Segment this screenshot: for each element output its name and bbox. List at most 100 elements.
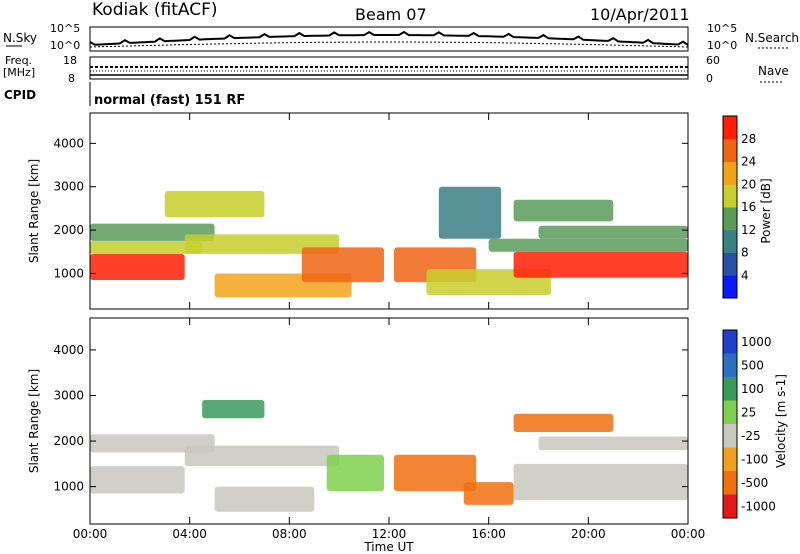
freq-tick-bottom: 8	[68, 72, 75, 85]
velocity-panel: 1000 2000 3000 4000 Slant Range [km] 1000 50…	[27, 317, 788, 525]
power-colorbar: 4 8 12 16 20 24 28	[722, 115, 756, 299]
colorbar-tick-label: 4	[741, 268, 749, 282]
nsearch-tick-top: 10^5	[707, 22, 737, 35]
velocity-data-marks	[90, 400, 688, 512]
x-tick-label: 12:00	[372, 527, 407, 541]
data-band	[184, 234, 340, 254]
y-tick-label: 2000	[53, 434, 84, 448]
colorbar-tick-label: 500	[741, 358, 764, 372]
freq-tick-top: 18	[63, 54, 77, 67]
data-band	[90, 434, 215, 453]
colorbar-tick-label: -100	[741, 452, 768, 466]
colorbar-segment	[723, 330, 737, 354]
data-band	[301, 247, 385, 283]
data-band	[538, 225, 688, 239]
y-tick-label: 3000	[53, 388, 84, 402]
x-axis-ticks: 00:00 04:00 08:00 12:00 16:00 20:00 00:00	[73, 113, 706, 541]
colorbar-tick-label: 100	[741, 382, 764, 396]
x-tick-label: 08:00	[272, 527, 307, 541]
power-y-label: Slant Range [km]	[27, 159, 41, 263]
nave-tick-bottom: 0	[706, 72, 713, 85]
colorbar-segment	[723, 377, 737, 401]
colorbar-segment	[723, 353, 737, 378]
y-tick-label: 3000	[53, 180, 84, 194]
velocity-y-label: Slant Range [km]	[27, 369, 41, 473]
colorbar-segment	[723, 471, 737, 495]
nsearch-tick-bottom: 10^0	[707, 39, 737, 52]
colorbar-segment	[723, 494, 737, 519]
data-band	[488, 238, 688, 252]
colorbar-tick-label: 28	[741, 132, 756, 146]
data-band	[463, 482, 514, 505]
data-band	[438, 186, 502, 239]
data-band	[90, 253, 185, 280]
x-tick-label: 00:00	[671, 527, 706, 541]
cpid-label: CPID	[4, 88, 36, 102]
data-band	[538, 436, 688, 451]
nsky-frame	[89, 26, 689, 52]
colorbar-segment	[723, 161, 737, 185]
nsky-trace	[89, 30, 689, 46]
nsearch-trace	[89, 41, 689, 48]
data-band	[513, 463, 688, 501]
colorbar-segment	[723, 252, 737, 276]
data-band	[214, 486, 315, 512]
y-tick-label: 2000	[53, 223, 84, 237]
power-panel: 1000 2000 3000 4000 Slant Range [km] 4 8 12 16…	[27, 112, 773, 310]
nsky-tick-bottom: 10^0	[50, 39, 80, 52]
data-band	[202, 400, 265, 419]
colorbar-segment	[723, 424, 737, 448]
data-band	[513, 199, 614, 222]
y-tick-label: 1000	[53, 266, 84, 280]
data-band	[184, 445, 340, 467]
x-tick-label: 16:00	[471, 527, 506, 541]
data-band	[164, 191, 265, 218]
y-tick-label: 4000	[53, 136, 84, 150]
colorbar-tick-label: 1000	[741, 335, 772, 349]
y-tick-label: 1000	[53, 480, 84, 494]
x-axis-label: Time UT	[363, 540, 414, 554]
freq-label-1: Freq.	[5, 54, 32, 67]
data-band	[90, 466, 185, 494]
colorbar-segment	[723, 447, 737, 472]
nsky-panel: N.Sky 10^5 10^0 10^5 10^0 N.Search	[3, 22, 799, 52]
beam-title: Beam 07	[355, 5, 427, 24]
cpid-mode: normal (fast) 151 RF	[94, 93, 245, 108]
colorbar-tick-label: 24	[741, 155, 756, 169]
freq-panel: Freq. [MHz] 18 8 60 0 Nave	[3, 54, 789, 85]
colorbar-segment	[723, 229, 737, 253]
power-y-ticks: 1000 2000 3000 4000	[53, 136, 688, 280]
freq-label-2: [MHz]	[3, 66, 35, 79]
colorbar-segment	[723, 400, 737, 425]
data-band	[513, 413, 614, 432]
nave-label: Nave	[758, 64, 789, 78]
velocity-colorbar: 1000 500 100 25 -25 -100 -500 -1000	[722, 329, 776, 519]
colorbar-tick-label: 12	[741, 223, 756, 237]
date-title: 10/Apr/2011	[590, 5, 690, 24]
station-title: Kodiak (fitACF)	[92, 0, 218, 20]
colorbar-tick-label: -25	[741, 429, 761, 443]
y-tick-label: 4000	[53, 343, 84, 357]
colorbar-tick-label: 16	[741, 200, 756, 214]
colorbar-segment	[723, 116, 737, 140]
colorbar-tick-label: 25	[741, 405, 756, 419]
colorbar-segment	[723, 207, 737, 231]
velocity-colorbar-label: Velocity [m s-1]	[774, 374, 788, 468]
data-band	[326, 454, 385, 492]
colorbar-tick-label: 8	[741, 246, 749, 260]
colorbar-tick-label: -500	[741, 476, 768, 490]
data-band	[513, 251, 688, 278]
colorbar-frame	[722, 329, 738, 519]
nsky-tick-top: 10^5	[50, 22, 80, 35]
x-tick-label: 20:00	[571, 527, 606, 541]
colorbar-segment	[723, 275, 737, 299]
data-band	[90, 223, 215, 241]
x-tick-label: 00:00	[73, 527, 108, 541]
data-band	[90, 240, 203, 254]
colorbar-tick-label: -1000	[741, 499, 776, 513]
colorbar-frame	[722, 115, 738, 299]
nsearch-label: N.Search	[745, 31, 799, 45]
power-data-marks	[90, 186, 688, 298]
data-band	[393, 454, 477, 492]
